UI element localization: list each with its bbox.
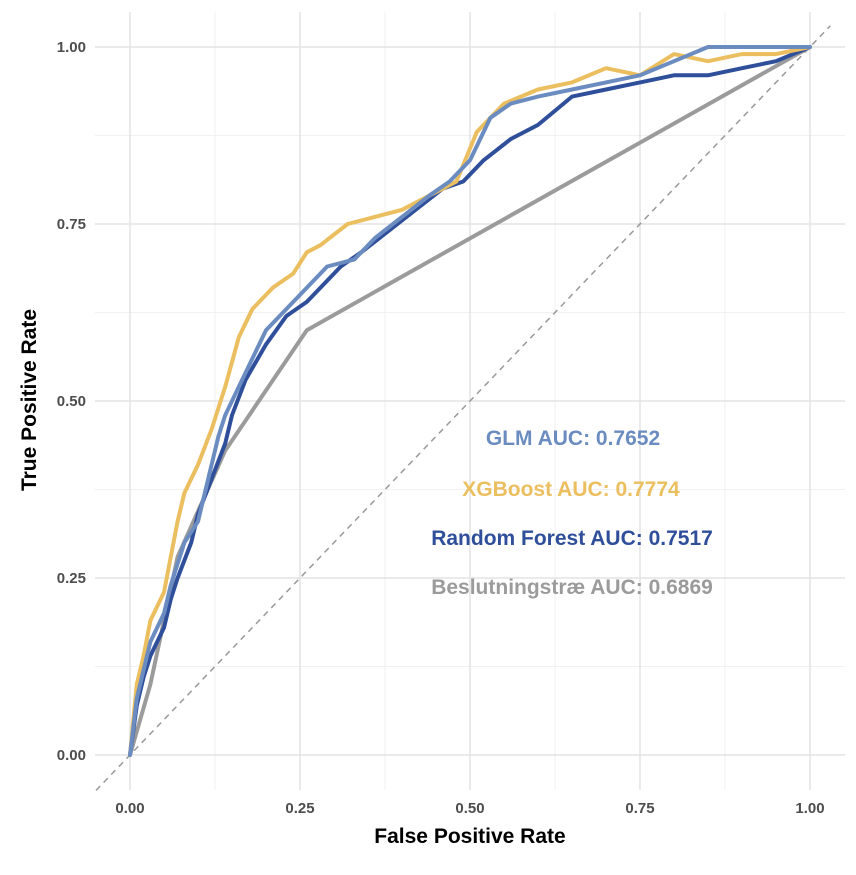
tick-labels: 0.00 0.25 0.50 0.75 1.00 0.00 0.25 0.50 0.75 1.00 [57,39,825,817]
legend-label-beslutningstrae: Beslutningstræ AUC: 0.6869 [431,576,713,599]
y-tick-label: 1.00 [57,39,86,56]
series-lines [128,45,812,757]
roc-curve-xgboost [128,45,812,757]
x-tick-label: 1.00 [795,800,824,817]
x-axis-title: False Positive Rate [374,825,565,848]
legend-label-random-forest: Random Forest AUC: 0.7517 [431,527,713,550]
x-tick-label: 0.25 [285,800,314,817]
legend: GLM AUC: 0.7652 XGBoost AUC: 0.7774 Rand… [431,427,713,599]
y-tick-label: 0.75 [57,216,86,233]
roc-curve-glm [128,45,812,757]
x-tick-label: 0.75 [625,800,654,817]
reference-line-layer [95,25,831,791]
x-tick-label: 0.00 [115,800,144,817]
legend-label-glm: GLM AUC: 0.7652 [486,427,660,450]
y-tick-label: 0.00 [57,747,86,764]
x-tick-label: 0.50 [455,800,484,817]
y-axis-title: True Positive Rate [18,309,41,491]
y-tick-label: 0.50 [57,393,86,410]
reference-diagonal-line [95,25,831,791]
roc-curve-random-forest [128,45,812,757]
y-tick-label: 0.25 [57,570,86,587]
legend-label-xgboost: XGBoost AUC: 0.7774 [462,478,680,501]
